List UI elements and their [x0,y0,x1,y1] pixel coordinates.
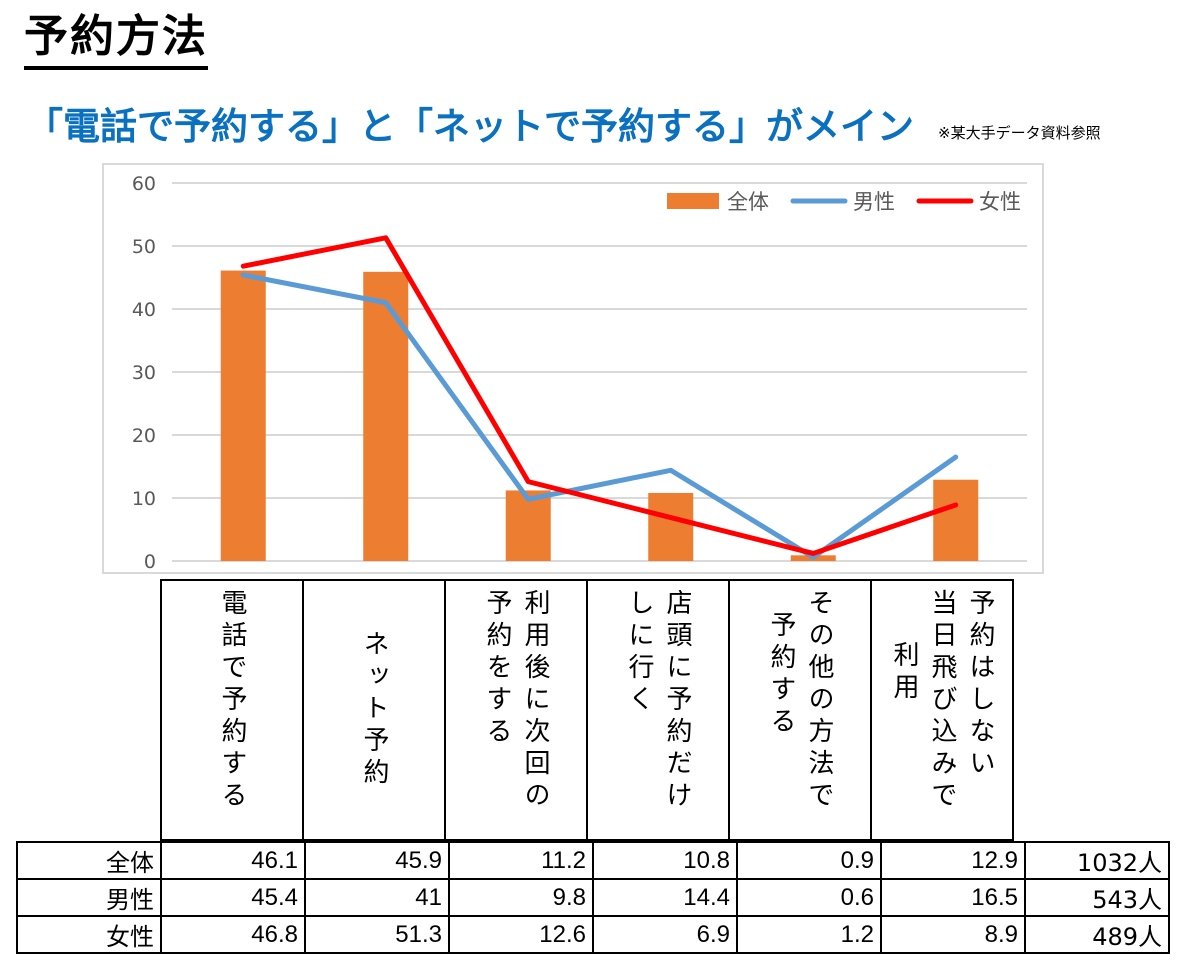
combo-chart: 0 10 20 30 40 50 60 全体 男性 女性 [132,173,1027,573]
value-cell: 14.4 [592,878,738,917]
value-cell: 10.8 [592,841,738,880]
respondent-count-cell: 1032人 [1024,841,1170,880]
respondent-count-cell: 543人 [1024,878,1170,917]
category-header-text-group: 利用後に次回の 予約をする [446,581,586,839]
value-cell: 12.6 [448,915,594,954]
category-header-cell: 電話で予約する [160,579,304,841]
category-header-line: 利用後に次回の [520,589,550,813]
value-cell: 46.1 [160,841,306,880]
values-table: 全体 46.1 45.9 11.2 10.8 0.9 12.9 1032人 男性 45.4 41 9.… [16,841,1170,954]
value-cell: 16.5 [880,878,1026,917]
category-header-text-group: ネット予約 [304,581,444,839]
category-header-cell: ネット予約 [302,579,446,841]
page-title: 予約方法 [24,10,208,70]
line-女性 [240,235,959,556]
table-row: 全体 46.1 45.9 11.2 10.8 0.9 12.9 1032人 [16,841,1170,880]
category-header-line: 利用 [889,641,919,705]
category-header-line: 電話で予約する [217,589,247,813]
line-男性 [240,272,959,560]
table-row: 女性 46.8 51.3 12.6 6.9 1.2 8.9 489人 [16,915,1170,954]
category-header-cell: 予約はしない 当日飛び込みで 利用 [870,579,1014,841]
category-header-cell: 利用後に次回の 予約をする [444,579,588,841]
category-header-cell: その他の方法で 予約する [728,579,872,841]
y-tick-label: 20 [132,425,156,447]
bar-全体 [505,490,551,561]
legend-label: 全体 [727,190,769,214]
category-header-line: その他の方法で [804,589,834,813]
bar-全体 [220,270,266,561]
category-header-line: 予約する [766,611,796,739]
legend-swatch-bar [667,193,719,209]
table-row: 男性 45.4 41 9.8 14.4 0.6 16.5 543人 [16,878,1170,917]
value-cell: 1.2 [736,915,882,954]
category-header-table: 電話で予約する ネット予約 利用後に次回の 予約をする 店頭に予約だけ しに行く その他の方… [160,579,1014,841]
value-cell: 9.8 [448,878,594,917]
category-header-line: しに行く [624,589,654,717]
row-label: 全体 [16,841,162,880]
value-cell: 51.3 [304,915,450,954]
category-header-text-group: 店頭に予約だけ しに行く [588,581,728,839]
value-cell: 45.9 [304,841,450,880]
value-cell: 45.4 [160,878,306,917]
y-tick-label: 60 [132,173,156,195]
value-cell: 6.9 [592,915,738,954]
row-label: 女性 [16,915,162,954]
value-cell: 0.9 [736,841,882,880]
category-header-line: 当日飛び込みで [927,589,957,813]
value-cell: 12.9 [880,841,1026,880]
legend-label: 男性 [853,190,895,214]
category-header-line: 予約をする [482,589,512,749]
category-header-text-group: 電話で予約する [162,581,302,839]
category-header-text-group: その他の方法で 予約する [730,581,870,839]
row-label: 男性 [16,878,162,917]
category-header-row: 電話で予約する ネット予約 利用後に次回の 予約をする 店頭に予約だけ しに行く その他の方… [160,579,1014,841]
category-header-cell: 店頭に予約だけ しに行く [586,579,730,841]
value-cell: 8.9 [880,915,1026,954]
y-tick-label: 40 [132,299,156,321]
chart-area: 0 10 20 30 40 50 60 全体 男性 女性 [102,163,1044,574]
value-cell: 46.8 [160,915,306,954]
bar-全体 [933,479,979,561]
y-tick-label: 30 [132,362,156,384]
value-cell: 11.2 [448,841,594,880]
legend-label: 女性 [979,190,1021,214]
category-header-line: ネット予約 [359,630,389,790]
value-cell: 41 [304,878,450,917]
category-header-line: 店頭に予約だけ [662,589,692,813]
subtitle: 「電話で予約する」と「ネットで予約する」がメイン [26,105,914,148]
y-tick-label: 50 [132,236,156,258]
bar-全体 [363,271,409,561]
y-tick-label: 0 [144,551,156,573]
bar-全体 [648,492,694,561]
value-cell: 0.6 [736,878,882,917]
source-note: ※某大手データ資料参照 [938,124,1101,142]
category-header-text-group: 予約はしない 当日飛び込みで 利用 [872,581,1012,839]
category-header-line: 予約はしない [965,589,995,781]
respondent-count-cell: 489人 [1024,915,1170,954]
y-tick-label: 10 [132,488,156,510]
